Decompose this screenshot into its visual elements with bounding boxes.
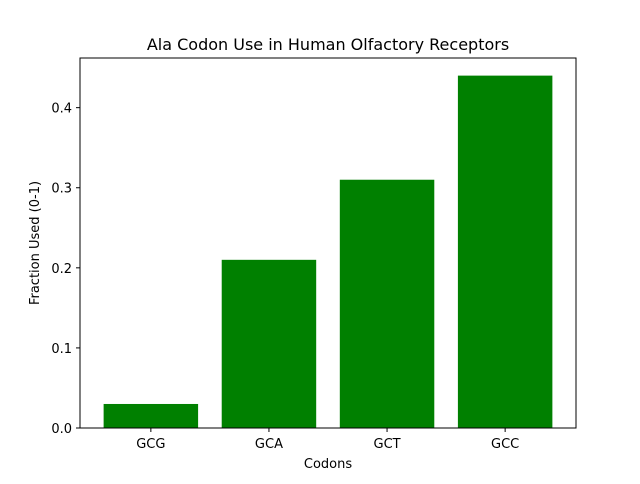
bar-gca bbox=[221, 259, 317, 428]
bar-gcg bbox=[103, 403, 199, 428]
y-axis-label: Fraction Used (0-1) bbox=[28, 181, 43, 305]
y-tick-label: 0.3 bbox=[51, 182, 72, 197]
x-tick-label: GCA bbox=[255, 437, 283, 452]
x-tick-label: GCC bbox=[491, 437, 519, 452]
y-tick-label: 0.1 bbox=[51, 342, 72, 357]
chart-title: Ala Codon Use in Human Olfactory Recepto… bbox=[147, 35, 509, 54]
x-axis-ticks: GCG GCA GCT GCC bbox=[136, 428, 519, 452]
y-tick-label: 0.4 bbox=[51, 102, 72, 117]
bar-gct bbox=[339, 179, 435, 428]
y-tick-label: 0.2 bbox=[51, 262, 72, 277]
bars-layer bbox=[103, 75, 553, 429]
x-axis-label: Codons bbox=[304, 457, 352, 472]
x-tick-label: GCG bbox=[136, 437, 165, 452]
y-tick-label: 0.0 bbox=[51, 422, 72, 437]
bar-gcc bbox=[457, 75, 553, 429]
plot-frame bbox=[79, 57, 577, 429]
y-axis-ticks: 0.0 0.1 0.2 0.3 0.4 bbox=[51, 102, 80, 437]
x-tick-label: GCT bbox=[374, 437, 401, 452]
